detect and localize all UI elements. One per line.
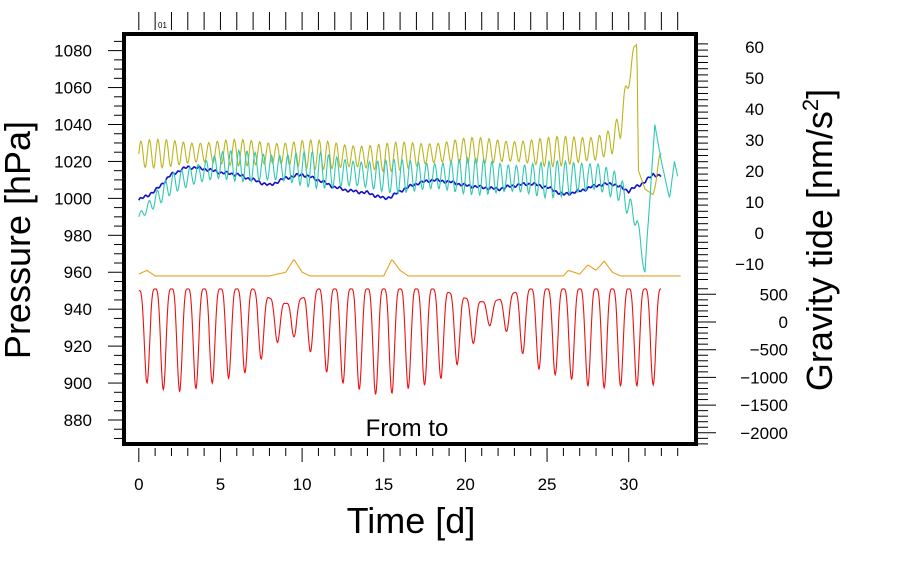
y2-upper-tick-label: 20 [745, 162, 764, 181]
tick-labels: 0 5 10 15 20 25 308809009209409609801000102010… [54, 38, 788, 494]
y-tick-label: 1080 [54, 42, 92, 61]
series-line-pressure [138, 165, 662, 201]
series-line-orange_trace [138, 259, 681, 277]
x-tick-label: 0 [134, 475, 143, 494]
tick-marks [108, 12, 716, 462]
y-tick-label: 900 [64, 374, 92, 393]
top-tag: 01 [158, 21, 167, 30]
y-tick-label: 940 [64, 300, 92, 319]
y2-axis-title-base: Gravity tide [nm/s [799, 111, 840, 391]
y2-upper-tick-label: −10 [735, 255, 764, 274]
y2-lower-tick-label: −2000 [740, 424, 788, 443]
annotation: From to [366, 415, 449, 442]
y-tick-label: 1040 [54, 115, 92, 134]
y2-axis-title-sup: 2 [798, 99, 823, 111]
x-tick-label: 15 [374, 475, 393, 494]
x-axis-title: Time [d] [347, 500, 476, 541]
y2-axis-title-end: ] [799, 89, 840, 99]
series-line-red_trace [138, 288, 661, 396]
series-layer [138, 43, 681, 396]
x-tick-label: 30 [619, 475, 638, 494]
y-axis-title: Pressure [hPa] [0, 121, 38, 359]
y-tick-label: 1020 [54, 152, 92, 171]
y-tick-label: 920 [64, 337, 92, 356]
series-line-gravity_tide_cyan [138, 124, 679, 273]
y2-lower-tick-label: −1000 [740, 368, 788, 387]
y2-lower-tick-label: −500 [750, 341, 788, 360]
y-tick-label: 1060 [54, 79, 92, 98]
x-tick-label: 20 [456, 475, 475, 494]
y2-upper-tick-label: 10 [745, 193, 764, 212]
y2-lower-tick-label: 0 [779, 313, 788, 332]
x-tick-label: 25 [538, 475, 557, 494]
x-tick-label: 10 [293, 475, 312, 494]
y-tick-label: 1000 [54, 189, 92, 208]
x-tick-label: 5 [216, 475, 225, 494]
y2-upper-tick-label: 50 [745, 69, 764, 88]
y-tick-label: 980 [64, 226, 92, 245]
y-tick-label: 880 [64, 411, 92, 430]
y2-upper-tick-label: 40 [745, 100, 764, 119]
y2-upper-tick-label: 30 [745, 131, 764, 150]
y2-lower-tick-label: 500 [760, 285, 788, 304]
y-tick-label: 960 [64, 263, 92, 282]
y2-lower-tick-label: −1500 [740, 396, 788, 415]
y2-axis-title: Gravity tide [nm/s2] [798, 89, 840, 391]
y2-upper-tick-label: 60 [745, 38, 764, 57]
plot-frame [122, 32, 698, 446]
y2-upper-tick-label: 0 [755, 224, 764, 243]
